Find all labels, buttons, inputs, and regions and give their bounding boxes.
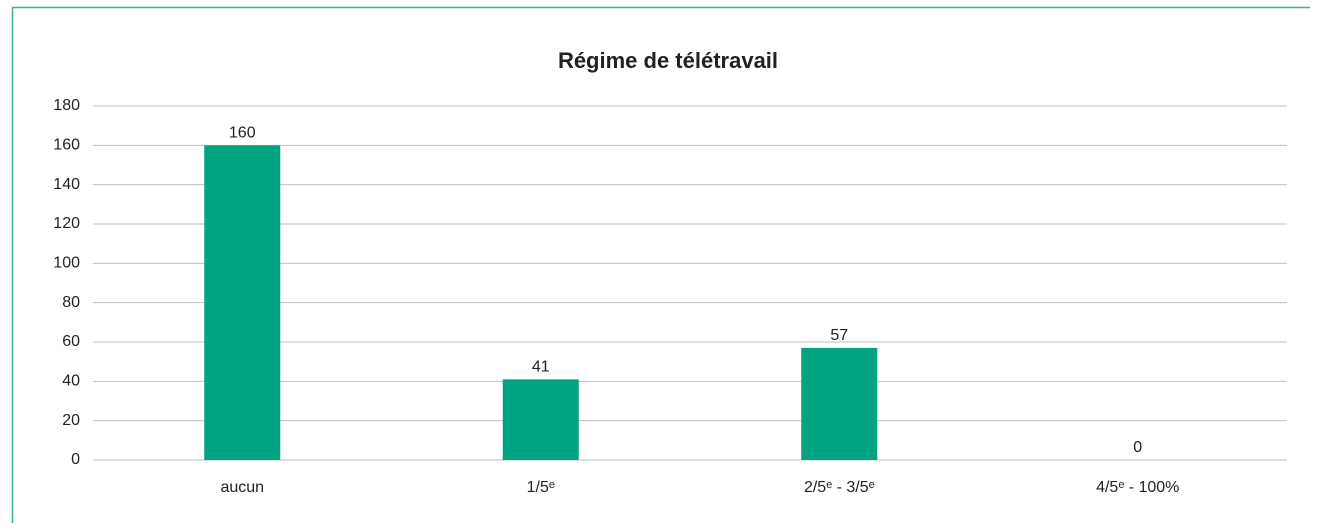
y-tick-label: 0 [71, 451, 80, 468]
x-tick-label: aucun [220, 479, 264, 496]
y-tick-label: 20 [62, 412, 80, 429]
y-tick-label: 140 [53, 176, 80, 193]
bar [204, 145, 281, 461]
frame [11, 6, 1310, 523]
data-label: 160 [229, 125, 256, 142]
y-tick-label: 40 [62, 373, 80, 390]
bar [801, 347, 878, 460]
x-tick-label: 1/5ᵉ [527, 479, 555, 496]
y-tick-label: 80 [62, 294, 80, 311]
x-tick-label: 2/5ᵉ - 3/5ᵉ [804, 479, 875, 496]
y-tick-label: 120 [53, 215, 80, 232]
y-tick-label: 100 [53, 255, 80, 272]
x-tick-label: 4/5ᵉ - 100% [1096, 479, 1179, 496]
y-tick-label: 160 [53, 137, 80, 154]
chart-title: Régime de télétravail [558, 48, 778, 73]
y-tick-label: 180 [53, 97, 80, 114]
bar [502, 379, 579, 460]
data-label: 0 [1133, 439, 1142, 456]
y-tick-label: 60 [62, 333, 80, 350]
data-label: 57 [830, 327, 848, 344]
data-label: 41 [532, 359, 550, 376]
